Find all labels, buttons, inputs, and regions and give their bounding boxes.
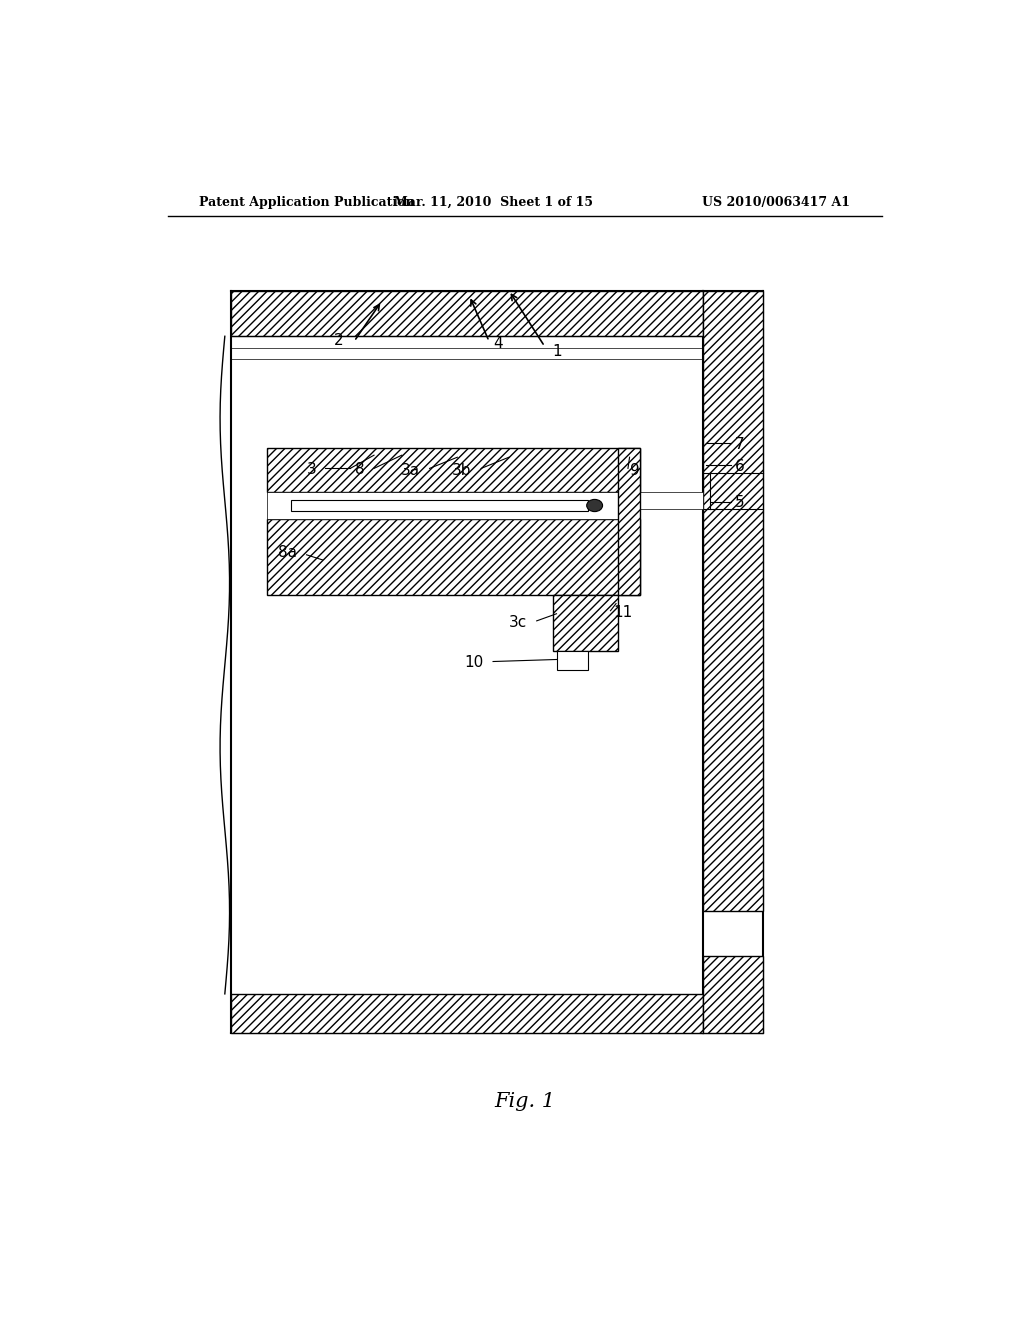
Text: 3a: 3a <box>401 463 420 478</box>
Text: 2: 2 <box>334 333 344 348</box>
Bar <box>703 956 763 1032</box>
Text: 7: 7 <box>735 437 744 451</box>
Text: 8a: 8a <box>279 545 297 560</box>
Bar <box>267 519 640 595</box>
Bar <box>618 447 640 595</box>
Text: Mar. 11, 2010  Sheet 1 of 15: Mar. 11, 2010 Sheet 1 of 15 <box>393 195 593 209</box>
Text: 11: 11 <box>613 606 633 620</box>
Text: Patent Application Publication: Patent Application Publication <box>200 195 415 209</box>
Bar <box>553 595 618 651</box>
Bar <box>267 492 640 519</box>
Text: 5: 5 <box>735 495 744 511</box>
Bar <box>231 994 703 1032</box>
Text: 3b: 3b <box>453 463 472 478</box>
Bar <box>291 500 588 511</box>
Bar <box>640 492 703 510</box>
Bar <box>703 290 763 911</box>
Text: 1: 1 <box>553 345 562 359</box>
Text: 6: 6 <box>735 459 744 474</box>
Text: 3c: 3c <box>509 615 527 631</box>
Ellipse shape <box>587 499 602 512</box>
Text: 9: 9 <box>630 463 639 478</box>
Bar <box>267 447 640 492</box>
Text: Fig. 1: Fig. 1 <box>495 1092 555 1111</box>
Text: US 2010/0063417 A1: US 2010/0063417 A1 <box>702 195 850 209</box>
Text: 8: 8 <box>355 462 365 477</box>
Text: 3: 3 <box>306 462 316 477</box>
Text: 4: 4 <box>494 335 503 351</box>
Bar <box>231 290 703 337</box>
Text: 10: 10 <box>464 655 483 671</box>
Bar <box>557 651 588 669</box>
